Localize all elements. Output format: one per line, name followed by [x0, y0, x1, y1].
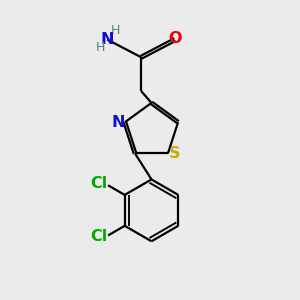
- Text: N: N: [112, 115, 125, 130]
- Text: H: H: [95, 41, 105, 54]
- Text: S: S: [169, 146, 180, 161]
- Text: Cl: Cl: [91, 230, 108, 244]
- Text: N: N: [100, 32, 114, 47]
- Text: Cl: Cl: [90, 176, 107, 191]
- Text: O: O: [168, 31, 182, 46]
- Text: H: H: [111, 24, 120, 37]
